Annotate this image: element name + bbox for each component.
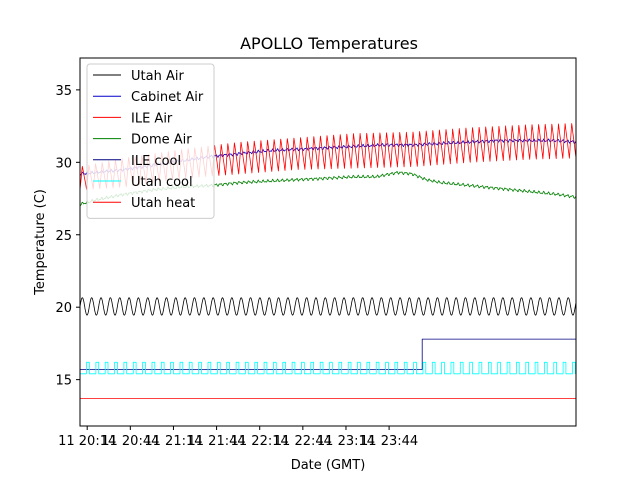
legend-label-utah-cool: Utah cool (131, 175, 193, 190)
series-line-utah-air (80, 297, 576, 316)
legend: Utah Air Cabinet Air ILE Air Dome Air ILE co… (86, 63, 215, 219)
series-line-ile-cool (80, 338, 576, 370)
x-tick-label: 11 22:14 (231, 434, 289, 449)
x-tick-label: 11 20:44 (101, 434, 159, 449)
x-tick-label: 11 23:14 (317, 434, 375, 449)
x-tick-label: 11 22:44 (274, 434, 332, 449)
y-axis-label: Temperature (C) (33, 189, 48, 296)
chart-title: APOLLO Temperatures (240, 34, 418, 53)
x-tick-label: 11 21:44 (188, 434, 246, 449)
legend-label-utah-air: Utah Air (131, 69, 184, 84)
plot-frame (79, 57, 577, 427)
y-tick-label: 15 (55, 374, 72, 389)
y-tick-label: 30 (55, 156, 72, 171)
legend-label-ile-cool: ILE cool (131, 154, 181, 169)
x-tick-label: 11 20:14 (58, 434, 116, 449)
x-axis-label: Date (GMT) (291, 458, 366, 473)
legend-box (86, 63, 215, 219)
y-tick-label: 20 (55, 301, 72, 316)
legend-label-cabinet-air: Cabinet Air (131, 90, 204, 105)
y-tick-label: 35 (55, 84, 72, 99)
series-line-utah-cool (80, 361, 576, 375)
y-axis: 15 20 25 30 35 (55, 84, 80, 389)
legend-label-ile-air: ILE Air (131, 111, 173, 126)
x-tick-label: 11 21:14 (144, 434, 202, 449)
legend-label-dome-air: Dome Air (131, 133, 192, 148)
legend-label-utah-heat: Utah heat (131, 196, 195, 211)
x-tick-label: 11 23:44 (360, 434, 418, 449)
y-tick-label: 25 (55, 229, 72, 244)
